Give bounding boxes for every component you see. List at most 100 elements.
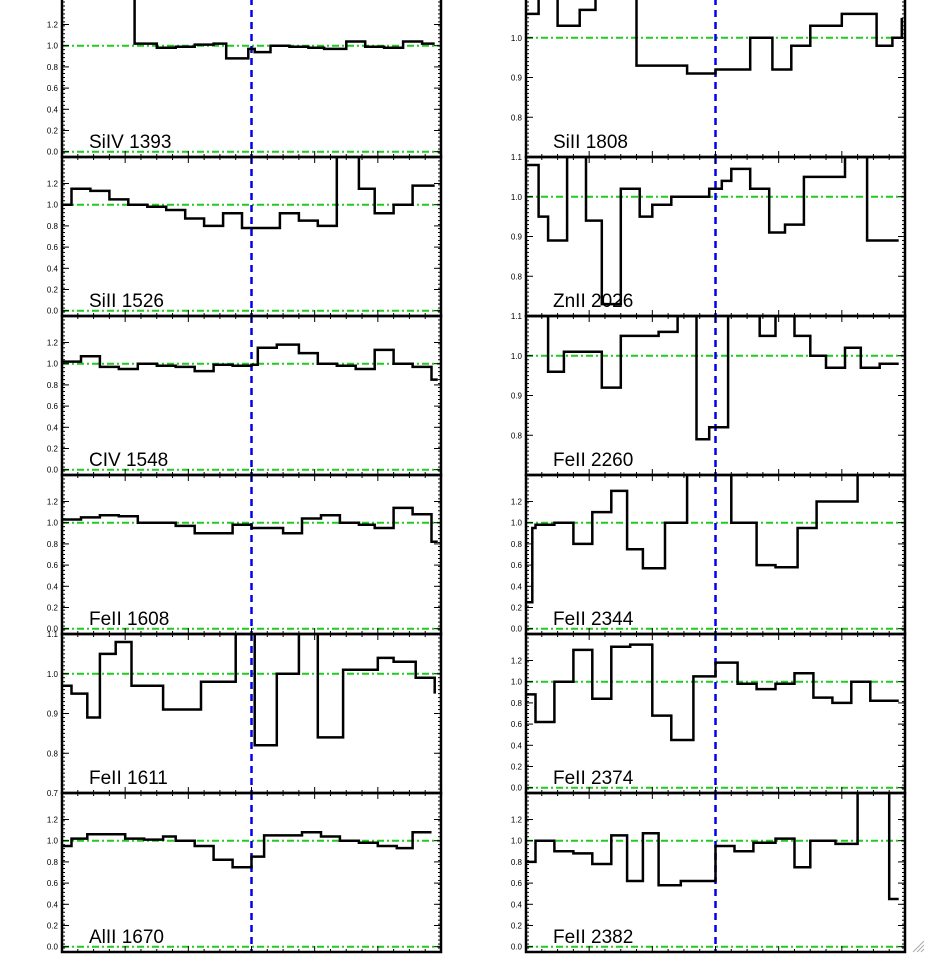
y-tick-label: 1.2 bbox=[511, 816, 523, 825]
spectrum-line bbox=[526, 793, 899, 901]
panel-feii-2260: 0.8 0.9 1.0 1.1 FeII 2260 bbox=[511, 312, 907, 477]
resize-grip-icon[interactable] bbox=[911, 939, 925, 953]
y-tick-label: 0.6 bbox=[511, 720, 523, 729]
y-tick-label: 1.2 bbox=[47, 180, 59, 189]
spectrum-line bbox=[526, 475, 859, 604]
y-tick-label: 1.0 bbox=[47, 670, 59, 679]
y-tick-label: 0.8 bbox=[511, 699, 523, 708]
spectrum-line bbox=[133, 0, 435, 60]
y-tick-label: 0.8 bbox=[47, 222, 59, 231]
panel-label: CIV 1548 bbox=[89, 450, 168, 471]
spectrum-line bbox=[526, 316, 899, 441]
y-tick-label: 0.4 bbox=[47, 264, 59, 273]
y-tick-label: 1.0 bbox=[47, 837, 59, 846]
spectrum-line bbox=[62, 830, 432, 869]
y-tick-label: 1.0 bbox=[511, 678, 523, 687]
panel-label: FeII 2374 bbox=[553, 768, 634, 789]
y-tick-label: 0.9 bbox=[511, 392, 523, 401]
y-tick-label: 0.8 bbox=[47, 540, 59, 549]
y-tick-label: 0.2 bbox=[47, 922, 59, 931]
panel-label: FeII 1608 bbox=[89, 609, 169, 630]
panel-label: AlII 1670 bbox=[89, 927, 164, 948]
y-tick-label: 1.2 bbox=[511, 498, 523, 507]
y-tick-label: 1.2 bbox=[47, 21, 59, 30]
y-tick-label: 0.9 bbox=[511, 74, 523, 83]
panel-feii-2344: 0.0 0.2 0.4 0.6 0.8 1.0 1.2 FeII 2344 bbox=[511, 473, 907, 636]
y-tick-label: 0.8 bbox=[511, 272, 523, 281]
y-tick-label: 0.0 bbox=[47, 625, 59, 634]
spectrum-line bbox=[62, 634, 436, 747]
y-tick-label: 1.0 bbox=[511, 193, 523, 202]
panel-label: FeII 2260 bbox=[553, 450, 633, 471]
y-tick-label: 0.8 bbox=[511, 431, 523, 440]
y-tick-label: 0.0 bbox=[511, 943, 523, 952]
spectrum-line bbox=[62, 157, 435, 230]
panel-feii-2374: 0.0 0.2 0.4 0.6 0.8 1.0 1.2 FeII 2374 bbox=[511, 632, 907, 795]
spectrum-line bbox=[62, 343, 438, 381]
panel-siii-1808: 0.8 0.9 1.0 SiII 1808 bbox=[511, 0, 907, 159]
y-tick-label: 1.0 bbox=[511, 837, 523, 846]
y-tick-label: 0.9 bbox=[47, 710, 59, 719]
y-tick-label: 0.2 bbox=[511, 922, 523, 931]
y-tick-label: 1.0 bbox=[511, 352, 523, 361]
panel-feii-1611: 0.7 0.8 0.9 1.0 1.1 FeII 1611 bbox=[47, 630, 443, 798]
y-tick-label: 0.2 bbox=[47, 286, 59, 295]
panel-label: FeII 2344 bbox=[553, 609, 634, 630]
y-tick-label: 0.4 bbox=[47, 423, 59, 432]
panel-siiv-1393: 0.0 0.2 0.4 0.6 0.8 1.0 1.2 SiIV 1393 bbox=[47, 0, 443, 159]
y-tick-label: 0.4 bbox=[47, 900, 59, 909]
panel-znii-2026: 0.8 0.9 1.0 1.1 ZnII 2026 bbox=[511, 153, 907, 318]
spectrum-line bbox=[62, 506, 438, 544]
spectrum-line bbox=[526, 0, 904, 75]
y-tick-label: 1.2 bbox=[47, 498, 59, 507]
y-tick-label: 1.1 bbox=[511, 153, 523, 162]
panel-feii-1608: 0.0 0.2 0.4 0.6 0.8 1.0 1.2 FeII 1608 bbox=[47, 473, 443, 636]
panel-civ-1548: 0.0 0.2 0.4 0.6 0.8 1.0 1.2 CIV 1548 bbox=[47, 314, 443, 477]
y-tick-label: 0.4 bbox=[511, 900, 523, 909]
y-tick-label: 0.4 bbox=[511, 582, 523, 591]
panel-siii-1526: 0.0 0.2 0.4 0.6 0.8 1.0 1.2 SiII 1526 bbox=[47, 155, 443, 318]
y-tick-label: 0.8 bbox=[47, 858, 59, 867]
spectrum-line bbox=[526, 157, 899, 306]
y-tick-label: 0.9 bbox=[511, 233, 523, 242]
y-tick-label: 0.8 bbox=[47, 63, 59, 72]
y-tick-label: 1.0 bbox=[47, 519, 59, 528]
y-tick-label: 0.2 bbox=[47, 604, 59, 613]
y-tick-label: 1.2 bbox=[511, 657, 523, 666]
panel-label: FeII 1611 bbox=[89, 768, 168, 789]
y-tick-label: 0.0 bbox=[47, 148, 59, 157]
y-tick-label: 0.0 bbox=[511, 625, 523, 634]
y-tick-label: 1.1 bbox=[47, 630, 59, 639]
y-tick-label: 0.6 bbox=[511, 879, 523, 888]
y-tick-label: 0.7 bbox=[47, 789, 59, 798]
panel-label: SiIV 1393 bbox=[89, 132, 171, 153]
y-tick-label: 0.2 bbox=[47, 445, 59, 454]
y-tick-label: 0.6 bbox=[47, 84, 59, 93]
panel-label: SiII 1808 bbox=[553, 132, 628, 153]
y-tick-label: 1.0 bbox=[511, 519, 523, 528]
y-tick-label: 0.2 bbox=[511, 763, 523, 772]
y-tick-label: 0.0 bbox=[47, 466, 59, 475]
y-tick-label: 0.2 bbox=[511, 604, 523, 613]
y-tick-label: 0.8 bbox=[47, 749, 59, 758]
y-tick-label: 1.1 bbox=[511, 312, 523, 321]
panel-label: FeII 2382 bbox=[553, 927, 633, 948]
y-tick-label: 0.6 bbox=[47, 243, 59, 252]
y-tick-label: 0.4 bbox=[47, 105, 59, 114]
y-tick-label: 1.2 bbox=[47, 816, 59, 825]
y-tick-label: 0.8 bbox=[511, 113, 523, 122]
y-tick-label: 0.4 bbox=[47, 582, 59, 591]
y-tick-label: 0.6 bbox=[47, 402, 59, 411]
y-tick-label: 0.0 bbox=[511, 784, 523, 793]
y-tick-label: 1.0 bbox=[47, 42, 59, 51]
y-tick-label: 1.0 bbox=[47, 360, 59, 369]
y-tick-label: 0.4 bbox=[511, 741, 523, 750]
y-tick-label: 0.6 bbox=[511, 561, 523, 570]
y-tick-label: 1.2 bbox=[47, 339, 59, 348]
y-tick-label: 0.8 bbox=[511, 540, 523, 549]
y-tick-label: 0.0 bbox=[47, 307, 59, 316]
y-tick-label: 0.0 bbox=[47, 943, 59, 952]
